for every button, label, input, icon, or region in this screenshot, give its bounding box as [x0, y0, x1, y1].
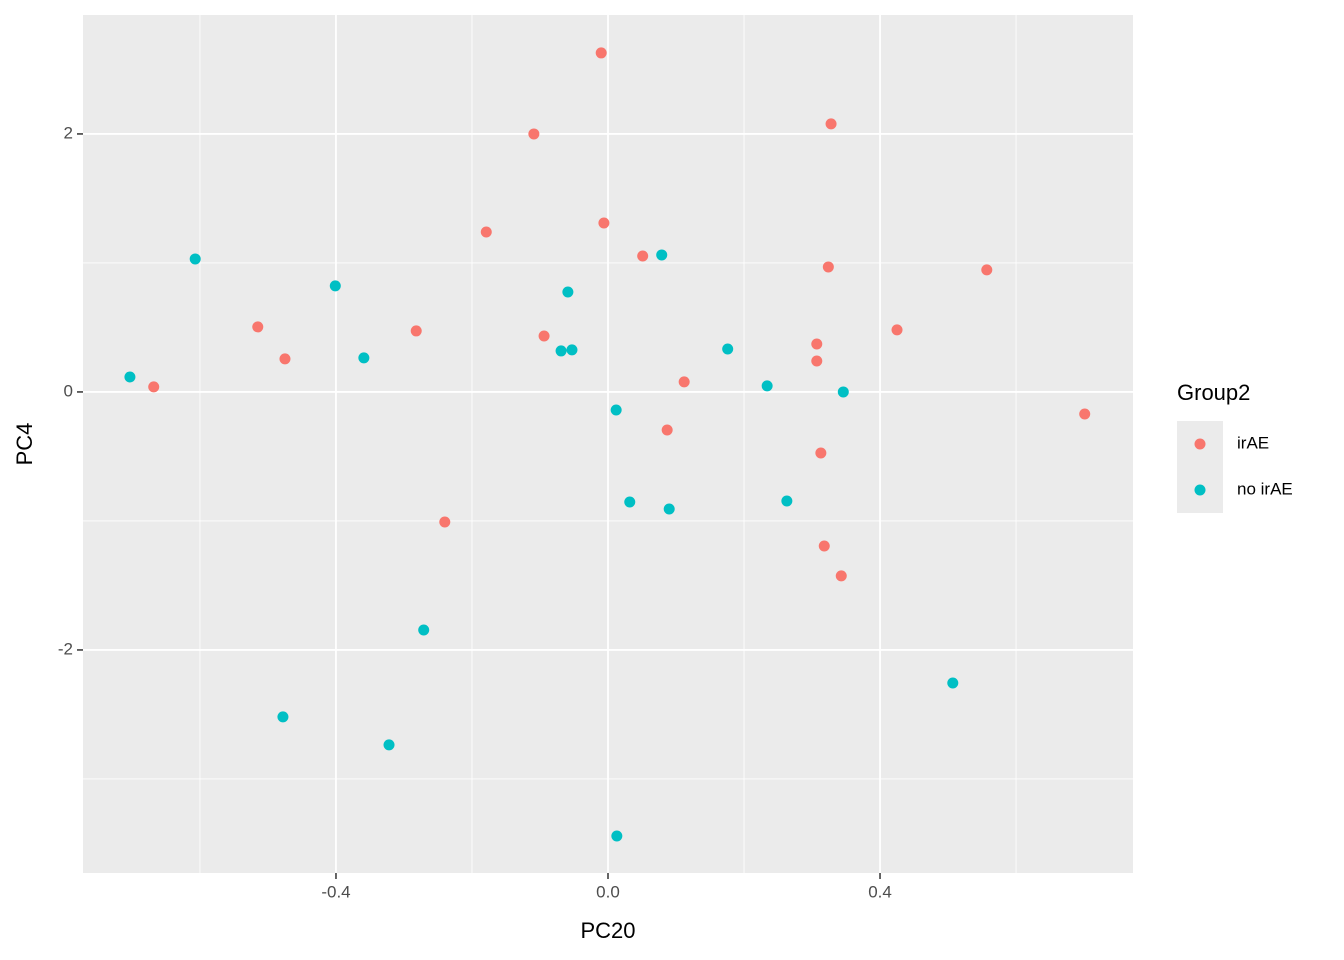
x-tick-label: 0.4	[868, 882, 892, 901]
point	[722, 343, 734, 355]
point	[837, 386, 849, 398]
y-axis-title: PC4	[12, 423, 37, 466]
legend-label: irAE	[1237, 433, 1269, 452]
point	[981, 264, 993, 276]
point	[439, 516, 451, 528]
legend-marker	[1194, 484, 1206, 496]
point	[822, 261, 834, 273]
point	[825, 118, 837, 130]
point	[678, 376, 690, 388]
point	[811, 355, 823, 367]
point	[637, 250, 649, 262]
x-tick-label: 0.0	[596, 882, 620, 901]
point	[538, 330, 550, 342]
y-tick-label: -2	[58, 639, 73, 658]
point	[818, 540, 830, 552]
point	[252, 321, 264, 333]
y-tick-label: 0	[64, 381, 73, 400]
point	[781, 495, 793, 507]
legend-marker	[1194, 438, 1206, 450]
legend-label: no irAE	[1237, 479, 1293, 498]
point	[761, 380, 773, 392]
point	[610, 404, 622, 416]
point	[562, 286, 574, 298]
point	[555, 345, 567, 357]
point	[811, 338, 823, 350]
point	[566, 344, 578, 356]
point	[279, 353, 291, 365]
point	[189, 253, 201, 265]
point	[410, 325, 422, 337]
point	[656, 249, 668, 261]
y-tick-label: 2	[64, 123, 73, 142]
legend-title: Group2	[1177, 380, 1250, 405]
point	[947, 677, 959, 689]
x-axis-title: PC20	[580, 918, 635, 943]
point	[1079, 408, 1091, 420]
point	[329, 280, 341, 292]
point	[661, 424, 673, 436]
point	[663, 503, 675, 515]
point	[528, 128, 540, 140]
point	[611, 830, 623, 842]
point	[277, 711, 289, 723]
point	[383, 739, 395, 751]
point	[815, 447, 827, 459]
point	[358, 352, 370, 364]
point	[835, 570, 847, 582]
point	[595, 47, 607, 59]
x-tick-label: -0.4	[321, 882, 350, 901]
point	[480, 226, 492, 238]
point	[418, 624, 430, 636]
point	[891, 324, 903, 336]
point	[124, 371, 136, 383]
point	[624, 496, 636, 508]
point	[148, 381, 160, 393]
point	[598, 217, 610, 229]
